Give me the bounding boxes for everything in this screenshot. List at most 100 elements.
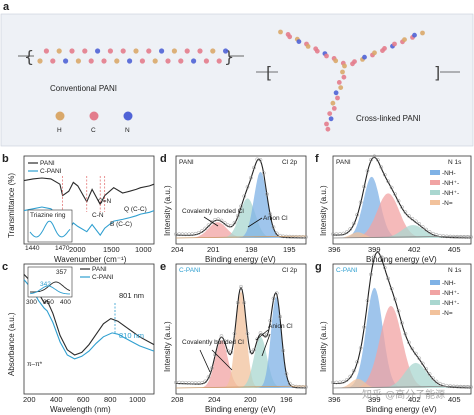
f-xlabel: Binding energy (eV) <box>366 255 437 264</box>
xps-data-point <box>245 331 250 336</box>
crosslink-atom <box>338 85 344 90</box>
xps-data-point <box>265 332 269 337</box>
legend-pani: PANI <box>40 160 55 167</box>
xps-data-point <box>417 222 422 226</box>
crosslink-atom <box>362 54 367 60</box>
xps-baseline <box>175 385 307 389</box>
xps-data-point <box>200 380 204 385</box>
inset-c-tick-300: 300 <box>26 299 37 306</box>
xps-data-point <box>355 360 359 364</box>
chain-atom <box>152 58 158 64</box>
chain-atom <box>69 48 75 54</box>
svg-text:[: [ <box>266 63 272 82</box>
xps-data-point <box>271 225 276 230</box>
schematic-background <box>0 13 474 147</box>
crosslink-atom <box>287 34 293 40</box>
chain-atom <box>56 48 62 54</box>
xps-data-point <box>248 349 253 354</box>
inset-c-tick-350: 350 <box>43 299 54 306</box>
xps-data-point <box>252 347 256 352</box>
xps-data-point <box>424 227 428 232</box>
d-tick-201: 201 <box>207 245 220 254</box>
xps-component-peak <box>176 198 306 238</box>
panel-label-a: a <box>3 1 10 13</box>
g-leg-4: -N= <box>442 310 453 317</box>
xps-data-point <box>369 272 373 277</box>
e-arrow-covalent-1 <box>199 349 211 373</box>
f-ylabel: Intensity (a.u.) <box>319 185 328 236</box>
g-leg-1: -NH- <box>442 280 456 287</box>
chain-atom <box>210 48 216 54</box>
xps-component-peak <box>333 378 471 388</box>
g-leg-2: -NH⁺- <box>442 290 459 297</box>
carbon-atom-icon <box>89 111 99 121</box>
xps-data-point <box>239 204 243 209</box>
xps-data-point <box>427 372 432 376</box>
conventional-pani-label: Conventional PANI <box>50 84 117 93</box>
crosslink-atom <box>342 63 347 69</box>
xps-component-peak <box>333 287 471 388</box>
xps-envelope <box>175 286 306 389</box>
chain-atom <box>216 58 222 64</box>
d-title: Cl 2p <box>282 159 298 166</box>
c-legend-cpani: C-PANI <box>92 274 114 281</box>
chain-atom <box>165 58 171 64</box>
xps-data-point <box>232 331 237 336</box>
crosslink-atom <box>296 39 302 44</box>
xps-component-peak <box>176 297 306 388</box>
xps-data-point <box>226 349 230 353</box>
xps-data-point <box>420 361 425 366</box>
xps-data-point <box>196 230 201 235</box>
e-tick-208: 208 <box>171 395 184 404</box>
xps-data-point <box>235 213 240 218</box>
chain-atom <box>191 58 197 64</box>
f-leg-2: -NH⁺- <box>442 180 459 187</box>
f-title: N 1s <box>448 159 462 166</box>
xps-data-point <box>274 291 279 296</box>
atom-label-h: H <box>57 127 62 134</box>
panel-label-e: e <box>160 261 166 273</box>
g-tick-405: 405 <box>448 395 461 404</box>
xps-component-peak <box>333 232 471 238</box>
chain-atom <box>82 48 88 54</box>
f-leg-1: -NH- <box>442 170 456 177</box>
xps-data-point <box>458 234 463 239</box>
xps-data-point <box>258 331 263 335</box>
chain-atom <box>197 48 203 54</box>
xps-data-point <box>376 249 380 254</box>
conventional-pani-chain: { } <box>18 47 244 66</box>
inset-peak-357: 357 <box>56 269 67 276</box>
panel-f-frame <box>332 155 472 245</box>
chain-atom <box>133 48 139 54</box>
xps-data-point <box>206 375 211 379</box>
xps-component-peak <box>176 291 306 388</box>
c-tick-800: 800 <box>104 395 117 404</box>
crosslink-atom <box>327 111 333 116</box>
chain-atom <box>107 48 113 54</box>
xps-data-point <box>334 380 339 385</box>
chain-atom <box>223 48 229 54</box>
xps-data-point <box>420 224 425 229</box>
panel-label-b: b <box>2 153 9 165</box>
e-arrow-anion-1 <box>255 329 269 341</box>
chain-atom <box>37 58 43 64</box>
panel-b-legend: PANI C-PANI <box>28 160 62 175</box>
xps-component-peak <box>333 362 471 388</box>
xps-cl-cpani-plot <box>174 284 308 389</box>
xps-data-point <box>382 172 387 177</box>
xps-data-point <box>203 379 208 384</box>
xps-baseline <box>332 385 472 389</box>
chain-atom <box>50 58 56 64</box>
inset-cpani-curve <box>29 285 70 295</box>
xps-data-point <box>458 384 463 389</box>
xps-data-point <box>258 158 263 162</box>
xps-data-point <box>242 194 247 199</box>
g-tick-402: 402 <box>408 395 421 404</box>
nitrogen-atom-icon <box>123 111 133 121</box>
xps-data-point <box>393 192 397 196</box>
e-arrow-anion-2 <box>261 333 271 357</box>
xps-data-point <box>407 214 411 218</box>
xps-data-point <box>407 340 411 345</box>
panel-g-frame <box>332 263 472 395</box>
